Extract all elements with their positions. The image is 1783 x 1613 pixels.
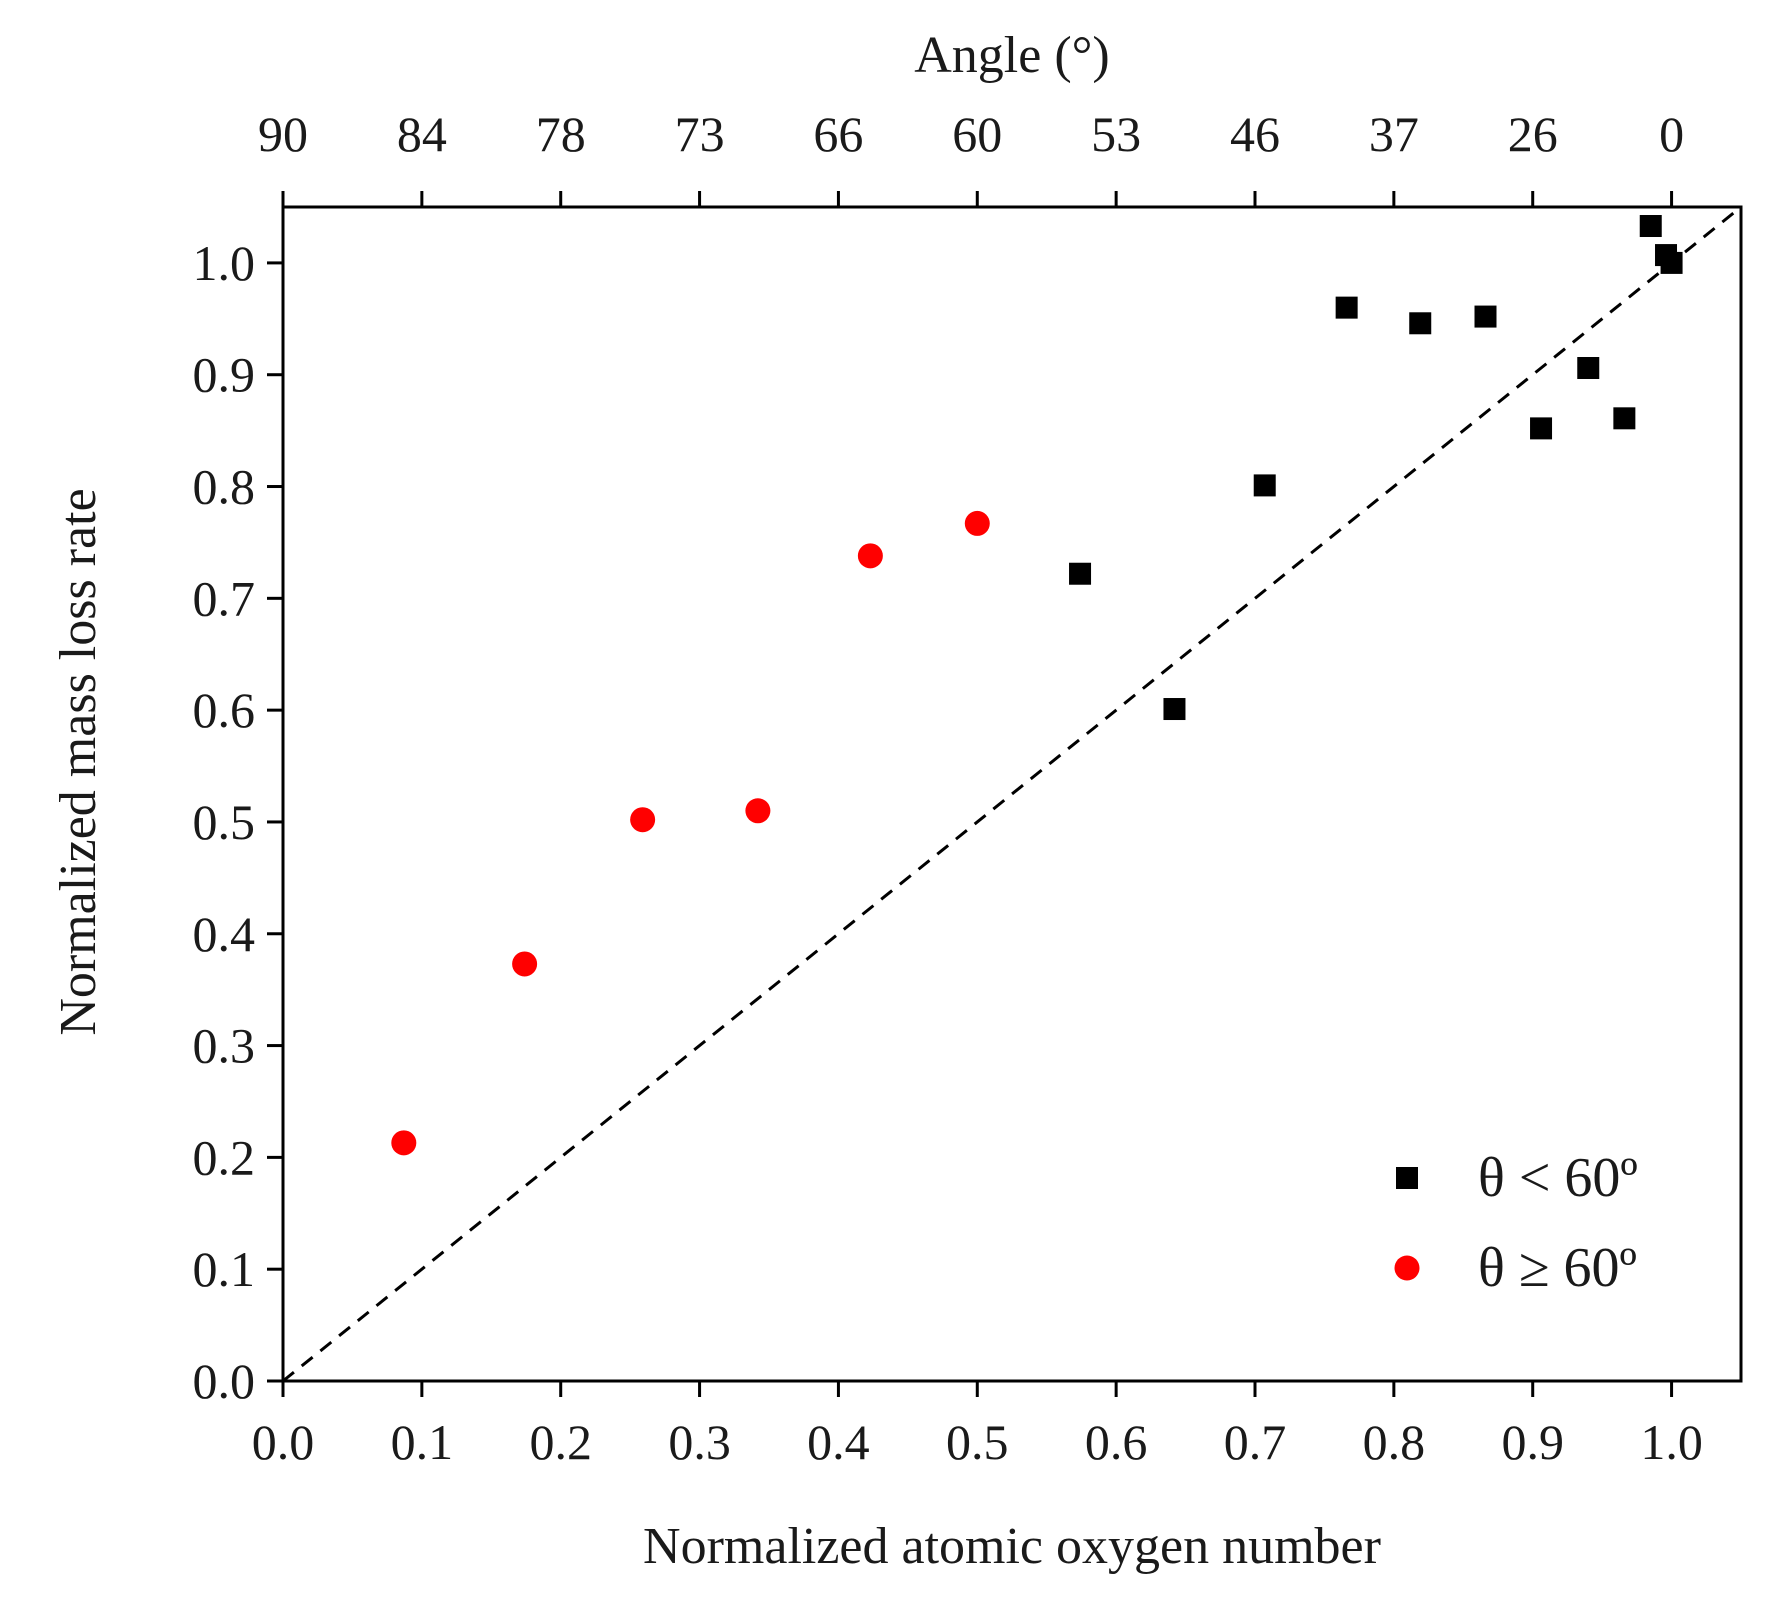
top-axis-title: Angle (°) <box>914 27 1110 84</box>
x-axis-title: Normalized atomic oxygen number <box>643 1518 1381 1575</box>
top-tick-label: 60 <box>952 106 1002 162</box>
data-point-square <box>1613 407 1636 430</box>
y-axis-title: Normalized mass loss rate <box>50 488 107 1035</box>
y-tick-label: 0.2 <box>193 1129 256 1185</box>
y-tick-label: 1.0 <box>193 235 256 291</box>
data-point-square <box>1069 562 1092 585</box>
x-tick-label: 0.1 <box>391 1414 454 1470</box>
top-tick-label: 73 <box>675 106 725 162</box>
x-tick-label: 0.4 <box>807 1414 870 1470</box>
y-tick-label: 0.5 <box>193 794 256 850</box>
x-tick-label: 0.6 <box>1085 1414 1148 1470</box>
legend: θ < 60º θ ≥ 60º <box>1394 1147 1638 1299</box>
legend-label-below-60: θ < 60º <box>1478 1147 1638 1209</box>
x-tick-label: 0.9 <box>1501 1414 1564 1470</box>
top-tick-label: 37 <box>1369 106 1419 162</box>
y-tick-label: 0.9 <box>193 347 256 403</box>
y-tick-label: 0.4 <box>193 906 256 962</box>
x-tick-label: 0.3 <box>668 1414 731 1470</box>
data-point-square <box>1409 312 1432 335</box>
x-tick-label: 0.8 <box>1363 1414 1426 1470</box>
y-tick-label: 0.3 <box>193 1018 256 1074</box>
data-point-circle <box>964 510 990 536</box>
data-points-layer <box>391 215 1683 1156</box>
top-tick-label: 84 <box>397 106 447 162</box>
x-tick-label: 0.7 <box>1224 1414 1287 1470</box>
top-tick-label: 78 <box>536 106 586 162</box>
data-point-square <box>1577 357 1600 380</box>
x-tick-label: 1.0 <box>1640 1414 1703 1470</box>
y-tick-label: 0.6 <box>193 682 256 738</box>
top-tick-label: 66 <box>813 106 863 162</box>
data-point-circle <box>745 798 771 824</box>
data-point-square <box>1253 474 1276 497</box>
data-point-square <box>1639 215 1662 238</box>
data-point-circle <box>857 543 883 569</box>
top-tick-label: 26 <box>1508 106 1558 162</box>
data-point-circle <box>630 807 656 833</box>
data-point-square <box>1474 305 1497 328</box>
data-point-square <box>1660 251 1683 274</box>
legend-marker-circle <box>1394 1255 1420 1281</box>
top-tick-label: 90 <box>258 106 308 162</box>
data-point-square <box>1335 296 1358 319</box>
y-tick-label: 0.1 <box>193 1241 256 1297</box>
y-tick-label: 0.7 <box>193 570 256 626</box>
legend-label-at-least-60: θ ≥ 60º <box>1478 1237 1637 1299</box>
x-tick-label: 0.5 <box>946 1414 1009 1470</box>
legend-marker-square <box>1396 1167 1418 1189</box>
data-point-square <box>1163 698 1186 721</box>
ticks-layer: 0.0 0.1 0.2 0.3 0.4 0.5 0.6 0.7 0.8 0.9 1.0 0.0 0.1 0… <box>193 106 1703 1470</box>
plot-frame <box>281 205 1743 1383</box>
data-point-circle <box>391 1130 417 1156</box>
x-tick-label: 0.2 <box>529 1414 592 1470</box>
y-tick-label: 0.0 <box>193 1353 256 1409</box>
data-point-square <box>1530 417 1553 440</box>
data-point-circle <box>512 951 538 977</box>
top-tick-label: 53 <box>1091 106 1141 162</box>
top-tick-label: 0 <box>1659 106 1684 162</box>
top-tick-label: 46 <box>1230 106 1280 162</box>
y-tick-label: 0.8 <box>193 459 256 515</box>
x-tick-label: 0.0 <box>252 1414 315 1470</box>
